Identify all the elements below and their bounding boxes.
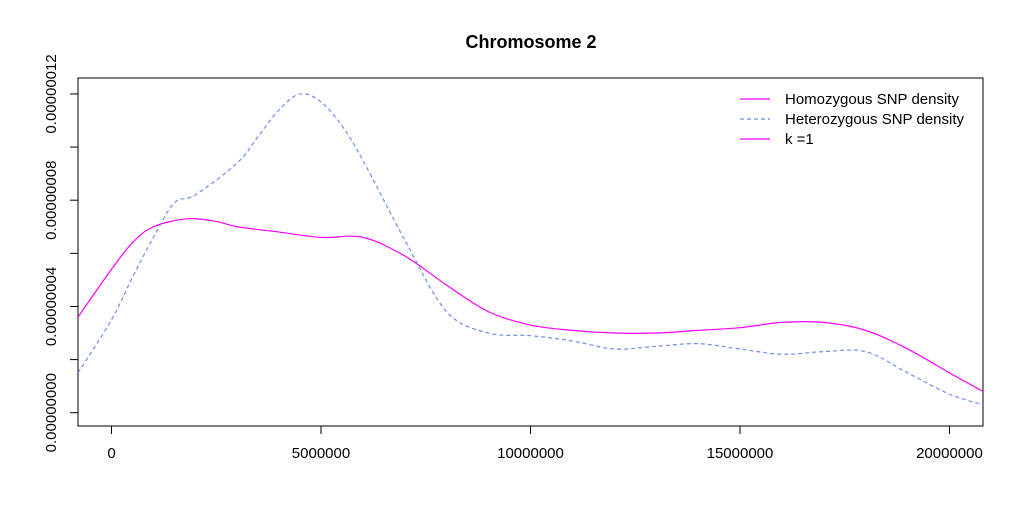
legend: Homozygous SNP density Heterozygous SNP d… bbox=[740, 91, 964, 148]
x-tick-label: 10000000 bbox=[497, 445, 564, 462]
series-layer bbox=[77, 93, 984, 406]
plot-frame bbox=[77, 77, 984, 427]
series-line-homozygous bbox=[77, 217, 984, 392]
y-axis: 0.00000000 0.00000004 0.00000008 0.00000012 bbox=[43, 54, 79, 452]
y-tick-label: 0.00000008 bbox=[43, 161, 60, 240]
x-tick-label: 20000000 bbox=[916, 445, 983, 462]
y-tick-label: 0.00000012 bbox=[43, 54, 60, 133]
y-tick-label: 0.00000004 bbox=[43, 267, 60, 346]
y-tick-label: 0.00000000 bbox=[43, 373, 60, 452]
x-tick-label: 5000000 bbox=[292, 445, 350, 462]
series-line-heterozygous bbox=[77, 93, 984, 406]
legend-label: k =1 bbox=[785, 131, 814, 148]
x-tick-label: 15000000 bbox=[707, 445, 774, 462]
legend-label: Heterozygous SNP density bbox=[785, 111, 964, 128]
x-axis: 0 5000000 10000000 15000000 20000000 bbox=[107, 425, 983, 462]
x-tick-label: 0 bbox=[107, 445, 115, 462]
legend-label: Homozygous SNP density bbox=[785, 91, 959, 108]
chart-title: Chromosome 2 bbox=[465, 32, 596, 52]
